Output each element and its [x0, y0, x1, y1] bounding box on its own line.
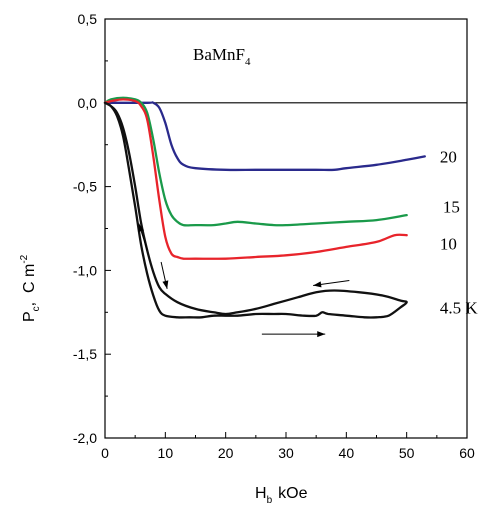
- y-axis-label-rest: , C m: [21, 264, 38, 307]
- direction-arrow: [261, 331, 326, 338]
- y-tick-label: -2,0: [73, 430, 97, 446]
- y-axis-label-sup: -2: [19, 254, 30, 263]
- series-label-4-5-k: 4.5 K: [440, 298, 479, 317]
- series-label-layer: 20 15 10 4.5 K: [440, 147, 479, 317]
- direction-arrow-head: [317, 331, 326, 338]
- x-tick-label: 30: [278, 445, 294, 461]
- x-axis-label-main: H: [255, 485, 267, 502]
- x-ticks: 0 10 20 30 40 50 60: [101, 432, 475, 461]
- direction-arrow: [160, 261, 169, 289]
- compound-annotation-sub: 4: [245, 56, 251, 68]
- series-label-20: 20: [440, 147, 457, 166]
- plot-frame: [104, 18, 468, 439]
- direction-arrow-head: [313, 281, 322, 288]
- y-tick-label: 0,0: [78, 95, 98, 111]
- x-tick-label: 0: [101, 445, 109, 461]
- y-tick-label: -0,5: [73, 179, 97, 195]
- y-ticks: 0,5 0,0 -0,5 -1,0 -1,5 -2,0: [73, 11, 111, 446]
- series-line-20: [103, 101, 426, 172]
- y-axis-label-sub: c: [31, 306, 42, 311]
- x-tick-label: 40: [339, 445, 355, 461]
- compound-annotation: BaMnF4: [193, 45, 251, 68]
- x-tick-label: 20: [218, 445, 234, 461]
- direction-arrow: [138, 223, 148, 251]
- y-tick-label: -1,0: [73, 262, 97, 278]
- x-axis-label-sub: b: [267, 495, 273, 506]
- x-tick-label: 10: [158, 445, 174, 461]
- compound-annotation-main: BaMnF: [193, 45, 245, 64]
- series-layer: [103, 96, 426, 319]
- direction-arrow-head: [162, 280, 169, 289]
- series-line-15: [103, 96, 408, 227]
- y-tick-label: 0,5: [78, 11, 98, 27]
- series-label-15: 15: [443, 198, 460, 217]
- series-line-4-5-k: [103, 101, 408, 319]
- y-tick-label: -1,5: [73, 346, 97, 362]
- y-axis-label-main: P: [21, 311, 38, 322]
- direction-arrow-head: [138, 223, 145, 233]
- y-axis-label: Pc, C m-2: [19, 254, 42, 322]
- x-axis-label: Hb kOe: [255, 485, 308, 506]
- series-label-10: 10: [440, 235, 457, 254]
- x-tick-label: 50: [399, 445, 415, 461]
- arrow-layer: [138, 223, 350, 338]
- x-tick-label: 60: [459, 445, 475, 461]
- direction-arrow: [313, 279, 350, 288]
- x-axis-label-unit: kOe: [278, 485, 307, 502]
- series-line-10: [103, 98, 408, 260]
